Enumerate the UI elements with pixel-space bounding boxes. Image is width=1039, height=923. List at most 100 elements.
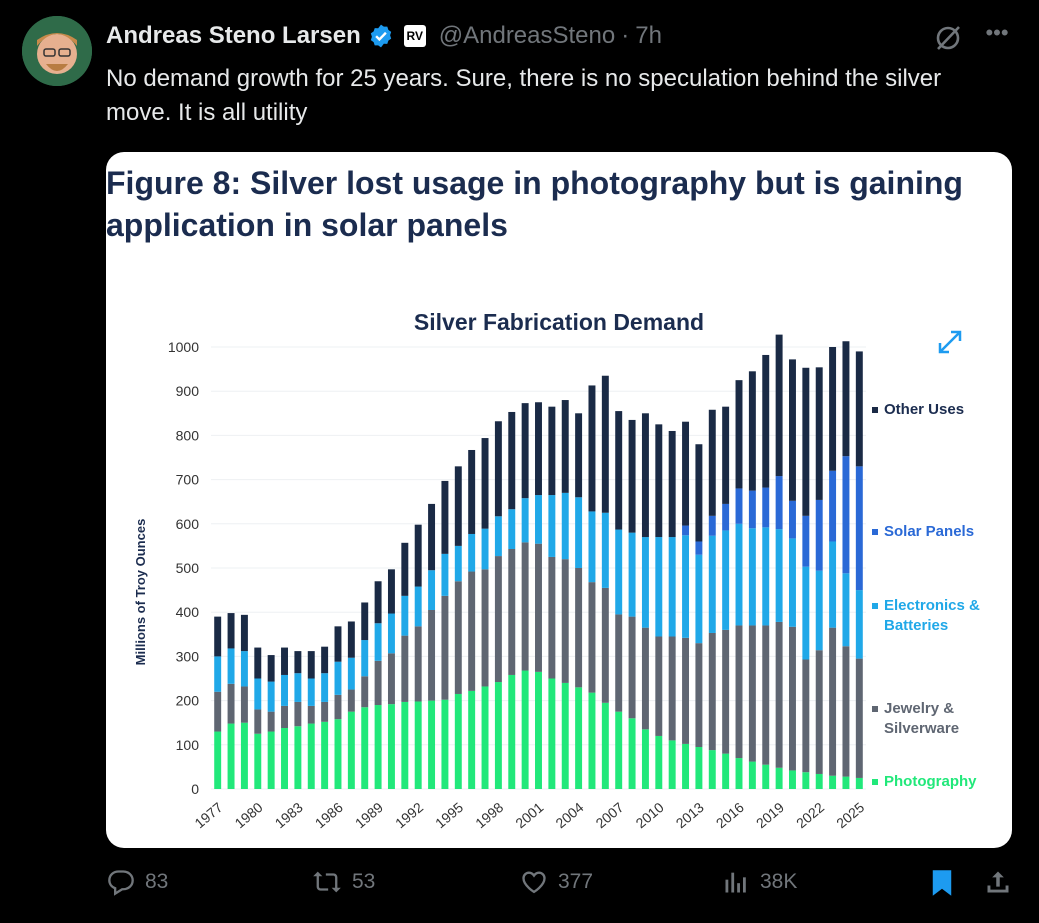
bar-segment — [601, 702, 609, 789]
bar-segment — [708, 409, 716, 516]
bar-segment — [789, 500, 796, 539]
bar-segment — [428, 570, 436, 610]
bar-segment — [735, 380, 743, 489]
like-button[interactable]: 377 — [520, 868, 593, 896]
bar-segment — [682, 525, 690, 536]
bar-segment — [762, 764, 770, 789]
bar-segment — [254, 733, 262, 789]
bar-segment — [508, 674, 516, 789]
bar-segment — [561, 400, 569, 493]
bar-segment — [748, 625, 756, 762]
heart-icon — [522, 871, 546, 894]
bar-segment — [347, 657, 355, 690]
bookmark-button[interactable] — [928, 868, 966, 898]
bar-segment — [842, 341, 850, 457]
bar-segment — [454, 581, 462, 694]
bar-segment — [214, 691, 222, 732]
bar-segment — [281, 647, 288, 675]
bar-segment — [414, 626, 422, 702]
bar-segment — [347, 621, 355, 658]
bar-segment — [829, 541, 837, 628]
x-tick-label: 2016 — [713, 799, 747, 831]
bar-segment — [227, 648, 235, 684]
bar-segment — [601, 512, 609, 588]
bar-segment — [855, 658, 863, 778]
bar-segment — [334, 694, 342, 720]
bar-segment — [708, 535, 716, 633]
repost-button[interactable]: 53 — [312, 868, 375, 896]
x-tick-label: 2010 — [633, 799, 667, 831]
bar-segment — [374, 581, 382, 624]
media-card[interactable]: Figure 8: Silver lost usage in photograp… — [106, 152, 1012, 848]
bar-segment — [321, 701, 329, 722]
bar-segment — [668, 740, 676, 789]
bar-segment — [762, 487, 770, 528]
bar-segment — [628, 616, 636, 719]
bar-segment — [374, 705, 382, 789]
bar-segment — [454, 693, 462, 789]
bar-segment — [240, 686, 248, 723]
repost-icon — [313, 871, 341, 893]
x-tick-label: 1977 — [191, 799, 225, 831]
bar-segment — [441, 699, 449, 789]
bar-segment — [401, 701, 409, 789]
bar-segment — [789, 359, 796, 501]
figure-title-line2: application in solar panels — [106, 207, 508, 243]
bar-segment — [401, 595, 409, 636]
x-tick-label: 1983 — [272, 799, 306, 831]
bar-segment — [748, 528, 756, 626]
share-button[interactable] — [984, 868, 1022, 896]
bar-segment — [227, 683, 235, 724]
bar-segment — [468, 571, 476, 691]
bar-segment — [441, 480, 449, 554]
affiliate-badge[interactable]: RV — [403, 25, 426, 47]
bar-segment — [494, 682, 502, 789]
x-tick-label: 1995 — [432, 799, 466, 831]
expand-icon[interactable] — [938, 330, 962, 354]
bar-segment — [735, 758, 743, 789]
legend-label: Solar Panels — [884, 523, 974, 540]
bar-segment — [855, 351, 863, 467]
bar-segment — [267, 655, 275, 682]
bar-segment — [695, 643, 703, 748]
bar-segment — [815, 570, 823, 651]
bar-segment — [267, 711, 275, 732]
bar-segment — [347, 689, 355, 712]
bar-segment — [695, 554, 703, 644]
bars — [214, 334, 863, 789]
x-tick-label: 1992 — [392, 799, 426, 831]
bar-segment — [521, 498, 529, 543]
reply-icon — [108, 870, 134, 896]
reply-button[interactable]: 83 — [107, 868, 168, 896]
bar-segment — [374, 660, 382, 706]
author-name[interactable]: Andreas Steno Larsen — [106, 22, 361, 49]
bar-segment — [294, 701, 302, 727]
bar-segment — [481, 686, 489, 789]
bar-segment — [588, 385, 596, 512]
post-time[interactable]: 7h — [635, 22, 662, 49]
y-tick-label: 700 — [176, 472, 200, 488]
action-bar: 83 53 377 38K — [0, 868, 1039, 908]
share-icon — [987, 871, 1009, 893]
x-tick-label: 2001 — [512, 799, 546, 831]
bar-segment — [481, 569, 489, 687]
bar-segment — [682, 535, 690, 638]
x-tick-label: 2019 — [753, 799, 787, 831]
bar-segment — [748, 761, 756, 789]
x-tick-label: 1980 — [232, 799, 266, 831]
bar-segment — [641, 729, 649, 789]
verified-badge-icon — [370, 24, 391, 48]
bar-segment — [281, 705, 288, 728]
views-button[interactable]: 38K — [722, 868, 797, 896]
bar-segment — [588, 511, 596, 583]
figure-title-line1: Figure 8: Silver lost usage in photograp… — [106, 165, 963, 201]
bar-segment — [628, 532, 636, 617]
author-avatar[interactable] — [22, 16, 92, 86]
bar-segment — [281, 728, 288, 789]
author-handle[interactable]: @AndreasSteno — [438, 22, 616, 49]
bar-segment — [695, 444, 703, 542]
more-options-icon[interactable]: ••• — [985, 20, 1009, 45]
figure-title: Figure 8: Silver lost usage in photograp… — [106, 162, 1006, 246]
bar-segment — [414, 701, 422, 789]
grok-icon[interactable] — [932, 22, 964, 54]
